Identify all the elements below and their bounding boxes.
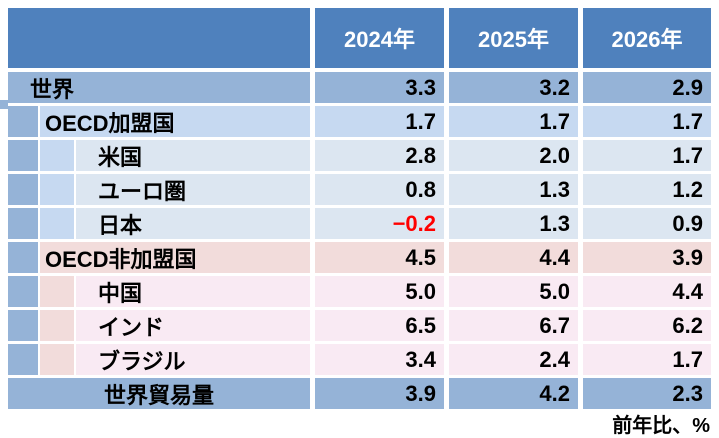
- value-cell: 1.7: [583, 106, 711, 137]
- row-label: インド: [76, 310, 310, 341]
- forecast-table: 2024年 2025年 2026年 世界 3.3 3.2 2.9 OECD加盟国 1.7 1…: [8, 8, 712, 412]
- value-cell: 1.3: [449, 208, 578, 239]
- value-cell: 1.2: [583, 174, 711, 205]
- value-cell: 1.7: [583, 344, 711, 375]
- value-cell: 0.8: [315, 174, 444, 205]
- indent-strip-level2: [40, 344, 74, 375]
- row-label-block: OECD非加盟国: [8, 242, 310, 273]
- row-label: ブラジル: [76, 344, 310, 375]
- indent-strip-level1: [8, 242, 38, 273]
- value-cell: 3.9: [315, 378, 444, 409]
- table-header-row: 2024年 2025年 2026年: [8, 8, 712, 68]
- table-row: インド 6.5 6.7 6.2: [8, 310, 712, 341]
- table-row: 日本 −0.2 1.3 0.9: [8, 208, 712, 239]
- table-row: ユーロ圏 0.8 1.3 1.2: [8, 174, 712, 205]
- column-header-2024: 2024年: [315, 8, 444, 68]
- row-label-block: ユーロ圏: [8, 174, 310, 205]
- row-label-block: OECD加盟国: [8, 106, 310, 137]
- value-cell: 5.0: [315, 276, 444, 307]
- value-cell: 5.0: [449, 276, 578, 307]
- row-label: 日本: [76, 208, 310, 239]
- value-cell: 3.9: [583, 242, 711, 273]
- value-cell: 1.7: [583, 140, 711, 171]
- value-cell: 4.2: [449, 378, 578, 409]
- column-header-2026: 2026年: [583, 8, 711, 68]
- value-cell: 2.4: [449, 344, 578, 375]
- value-cell: 2.8: [315, 140, 444, 171]
- indent-strip-level2: [40, 140, 74, 171]
- indent-strip-level2: [40, 208, 74, 239]
- table-row: 世界 3.3 3.2 2.9: [8, 72, 712, 103]
- table-row: 世界貿易量 3.9 4.2 2.3: [8, 378, 712, 409]
- indent-strip-level2: [40, 310, 74, 341]
- value-cell: 6.7: [449, 310, 578, 341]
- value-cell: 6.5: [315, 310, 444, 341]
- row-label: OECD非加盟国: [40, 242, 310, 273]
- table-row: 中国 5.0 5.0 4.4: [8, 276, 712, 307]
- table-row: OECD加盟国 1.7 1.7 1.7: [8, 106, 712, 137]
- row-label-block: 世界: [8, 72, 310, 103]
- indent-strip-level1: [8, 174, 38, 205]
- column-header-2025: 2025年: [449, 8, 578, 68]
- row-label: 中国: [76, 276, 310, 307]
- value-cell: 1.3: [449, 174, 578, 205]
- value-cell: 4.5: [315, 242, 444, 273]
- table-row: 米国 2.8 2.0 1.7: [8, 140, 712, 171]
- value-cell: 1.7: [315, 106, 444, 137]
- value-cell: 1.7: [449, 106, 578, 137]
- row-label: 世界: [8, 72, 310, 103]
- indent-strip-level1: [8, 208, 38, 239]
- table-row: OECD非加盟国 4.5 4.4 3.9: [8, 242, 712, 273]
- value-cell: 3.4: [315, 344, 444, 375]
- value-cell: 2.3: [583, 378, 711, 409]
- value-cell: 3.3: [315, 72, 444, 103]
- table-row: ブラジル 3.4 2.4 1.7: [8, 344, 712, 375]
- indent-strip-level2: [40, 174, 74, 205]
- row-label: OECD加盟国: [40, 106, 310, 137]
- row-label: ユーロ圏: [76, 174, 310, 205]
- indent-strip-level2: [40, 276, 74, 307]
- row-label-block: 世界貿易量: [8, 378, 310, 409]
- value-cell: 2.9: [583, 72, 711, 103]
- value-cell: 2.0: [449, 140, 578, 171]
- value-cell: 4.4: [449, 242, 578, 273]
- row-label-block: 米国: [8, 140, 310, 171]
- indent-strip-level1: [8, 310, 38, 341]
- table-body: 世界 3.3 3.2 2.9 OECD加盟国 1.7 1.7 1.7 米国 2.8 2.0 1.7 ユー…: [8, 72, 712, 409]
- row-label-block: ブラジル: [8, 344, 310, 375]
- row-label-block: 日本: [8, 208, 310, 239]
- world-row-left-border-tick: [0, 100, 8, 109]
- value-cell: 6.2: [583, 310, 711, 341]
- row-label: 世界貿易量: [8, 378, 310, 409]
- value-cell: 3.2: [449, 72, 578, 103]
- unit-footnote: 前年比、%: [612, 415, 710, 437]
- row-label-block: 中国: [8, 276, 310, 307]
- value-cell: 4.4: [583, 276, 711, 307]
- row-label: 米国: [76, 140, 310, 171]
- indent-strip-level1: [8, 106, 38, 137]
- indent-strip-level1: [8, 276, 38, 307]
- indent-strip-level1: [8, 344, 38, 375]
- row-label-block: インド: [8, 310, 310, 341]
- value-cell: 0.9: [583, 208, 711, 239]
- value-cell: −0.2: [315, 208, 444, 239]
- table-corner-cell: [8, 8, 310, 68]
- indent-strip-level1: [8, 140, 38, 171]
